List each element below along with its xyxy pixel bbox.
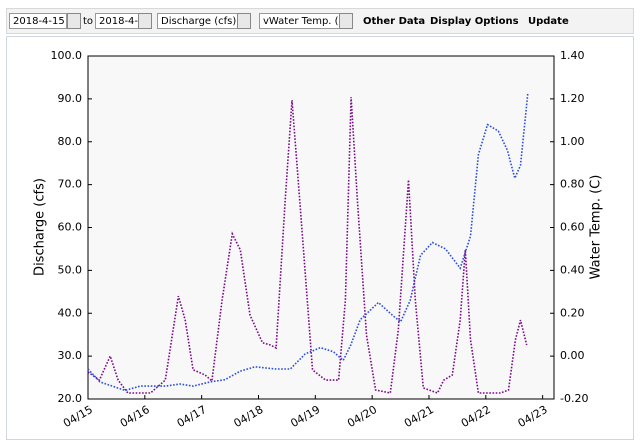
y-tick-label: 20.0 bbox=[58, 392, 83, 405]
x-tick-label: 04/16 bbox=[118, 403, 152, 430]
chart-frame bbox=[6, 36, 634, 440]
start-date[interactable]: 2018-4-15 bbox=[9, 13, 67, 29]
series-line bbox=[87, 92, 529, 392]
dropdown-arrow[interactable] bbox=[237, 13, 251, 29]
other-data-menu[interactable]: Other Data bbox=[363, 16, 426, 27]
y-tick-label: 100.0 bbox=[51, 49, 83, 62]
to-label: to bbox=[83, 16, 94, 27]
y2-tick-label: 0.00 bbox=[560, 349, 585, 362]
y-tick-label: 70.0 bbox=[58, 178, 83, 191]
y-tick-label: 50.0 bbox=[58, 263, 83, 276]
dropdown-arrow[interactable] bbox=[339, 13, 353, 29]
toolbar: 2018-4-15 to 2018-4-22 Discharge (cfs) v… bbox=[6, 8, 634, 34]
y2-tick-label: 1.00 bbox=[560, 135, 585, 148]
x-tick-label: 04/20 bbox=[345, 403, 379, 430]
display-options-menu[interactable]: Display Options bbox=[430, 16, 519, 27]
param1-select[interactable]: Discharge (cfs) bbox=[157, 13, 251, 29]
y-tick-label: 80.0 bbox=[58, 135, 83, 148]
x-tick-label: 04/18 bbox=[232, 403, 266, 430]
update-button[interactable]: Update bbox=[528, 16, 569, 27]
x-tick-label: 04/19 bbox=[288, 403, 322, 430]
y2-tick-label: 1.20 bbox=[560, 92, 585, 105]
y2-tick-label: 0.20 bbox=[560, 306, 585, 319]
y2-tick-label: -0.20 bbox=[560, 392, 588, 405]
plot-area bbox=[87, 55, 555, 400]
y2-axis-label: Water Temp. (C) bbox=[589, 175, 604, 280]
end-date[interactable]: 2018-4-22 bbox=[95, 13, 139, 29]
calendar-button[interactable] bbox=[67, 13, 81, 29]
x-tick-label: 04/17 bbox=[175, 403, 209, 430]
x-tick-label: 04/21 bbox=[402, 403, 436, 430]
y-axis-label: Discharge (cfs) bbox=[33, 178, 48, 276]
x-tick-label: 04/22 bbox=[459, 403, 493, 430]
calendar-button[interactable] bbox=[138, 13, 152, 29]
y-tick-label: 30.0 bbox=[58, 349, 83, 362]
y2-tick-label: 0.80 bbox=[560, 178, 585, 191]
y2-tick-label: 0.40 bbox=[560, 263, 585, 276]
y2-tick-label: 0.60 bbox=[560, 221, 585, 234]
y-tick-label: 90.0 bbox=[58, 92, 83, 105]
y-tick-label: 60.0 bbox=[58, 221, 83, 234]
y-tick-label: 40.0 bbox=[58, 306, 83, 319]
param2-select[interactable]: vWater Temp. (C) bbox=[259, 13, 353, 29]
x-tick-label: 04/23 bbox=[516, 403, 550, 430]
y2-tick-label: 1.40 bbox=[560, 49, 585, 62]
x-tick-label: 04/15 bbox=[61, 403, 95, 430]
